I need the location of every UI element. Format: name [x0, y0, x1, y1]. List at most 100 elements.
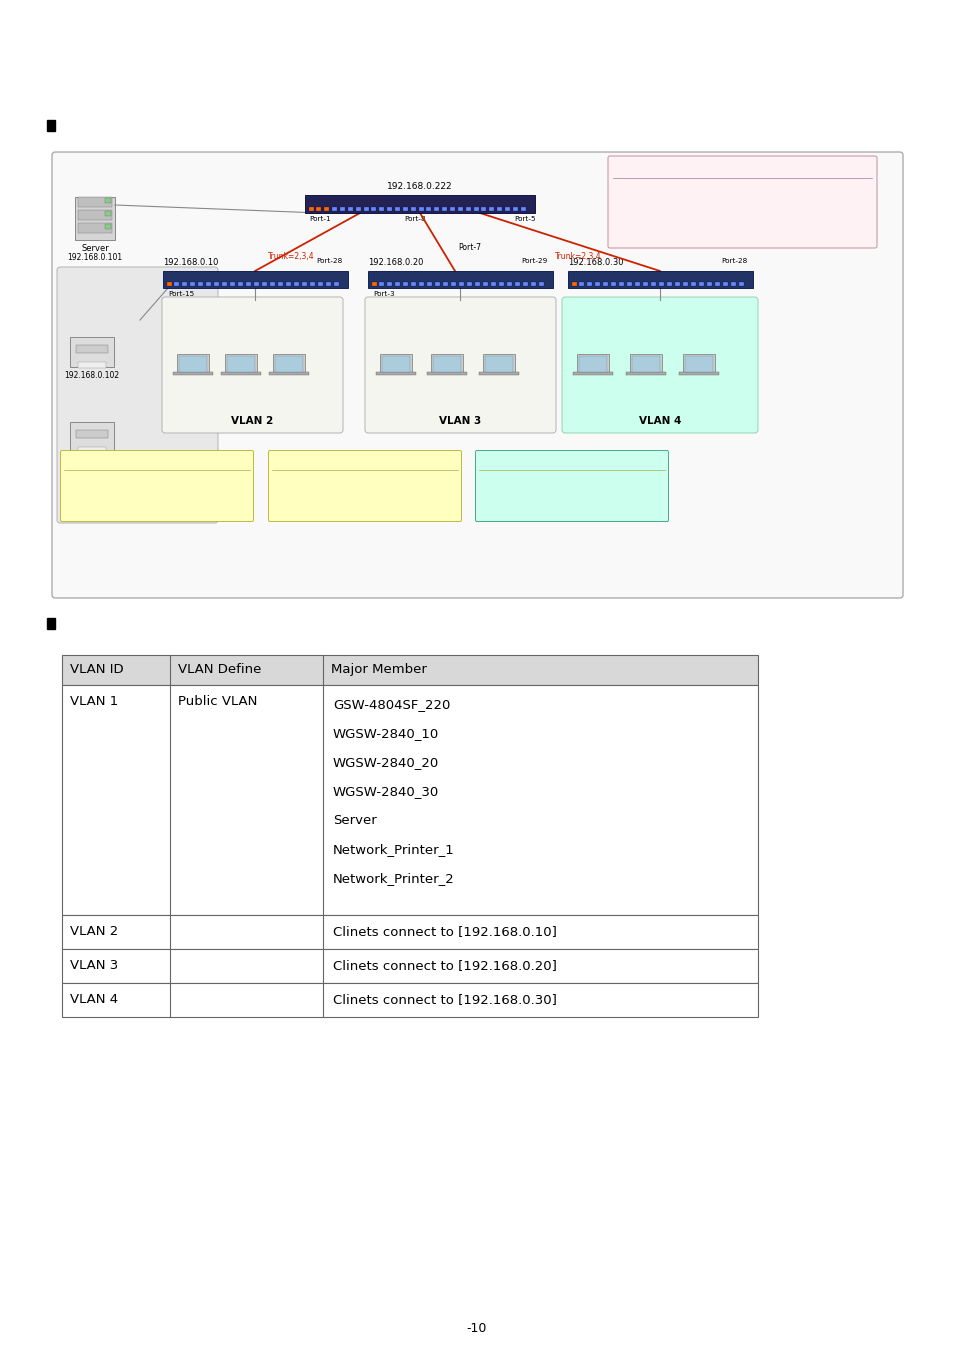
Text: Port1  Always Untag  1  Untag=1,2,3,4  NetworkPrinter: Port1 Always Untag 1 Untag=1,2,3,4 Netwo…: [614, 180, 785, 185]
Bar: [572, 282, 577, 286]
Bar: [714, 282, 720, 286]
Text: Port28 Trunk         1  Tag=1,2,3,4    Core-2840: Port28 Trunk 1 Tag=1,2,3,4 Core-2840: [65, 508, 185, 513]
Bar: [504, 207, 510, 211]
Bar: [679, 373, 719, 375]
Text: VLAN 1: VLAN 1: [68, 500, 111, 510]
Bar: [62, 915, 758, 949]
Bar: [269, 373, 309, 375]
Text: Public VLAN: Public VLAN: [178, 695, 257, 707]
Bar: [355, 207, 360, 211]
Bar: [513, 207, 517, 211]
Text: 192.168.0.10: 192.168.0.10: [163, 258, 218, 267]
Text: Port-7: Port-7: [457, 243, 480, 252]
Bar: [631, 356, 659, 373]
Bar: [381, 356, 410, 373]
Bar: [105, 198, 111, 202]
Bar: [70, 338, 113, 367]
Bar: [375, 373, 416, 375]
Bar: [730, 282, 735, 286]
Bar: [332, 207, 336, 211]
Text: < 192.168.0.30 VLAN Configuration>: < 192.168.0.30 VLAN Configuration>: [479, 454, 604, 460]
Text: < 192.168.0.222 VLAN Configuration>: < 192.168.0.222 VLAN Configuration>: [614, 161, 754, 167]
Text: VLAN 1: VLAN 1: [70, 695, 118, 707]
Text: Server: Server: [333, 814, 376, 828]
Bar: [62, 983, 758, 1017]
Text: Port  Link Type   PVID  Egress        Link Partner: Port Link Type PVID Egress Link Partner: [65, 463, 192, 468]
Text: Port7  Trunk         1  Tag=1,2,3,4     2840_10: Port7 Trunk 1 Tag=1,2,3,4 2840_10: [614, 228, 751, 234]
Text: Port16 Always Untag  1  Untag=1,2,3,4  NetworkPrinter: Port16 Always Untag 1 Untag=1,2,3,4 Netw…: [65, 500, 212, 504]
Text: Server: Server: [81, 244, 109, 252]
Bar: [78, 211, 112, 220]
Bar: [650, 282, 656, 286]
Text: < 192.168.0.20 VLAN Configuration>: < 192.168.0.20 VLAN Configuration>: [273, 454, 397, 460]
Text: 192.168.0.103: 192.168.0.103: [64, 456, 119, 464]
Text: VLAN 4: VLAN 4: [639, 416, 680, 427]
Bar: [221, 373, 261, 375]
Bar: [302, 282, 307, 286]
Bar: [567, 271, 752, 288]
Text: Port2  Always Untag  4  Untag=1,4       PC: Port2 Always Untag 4 Untag=1,4 PC: [479, 481, 589, 486]
Bar: [78, 362, 106, 369]
Text: VLAN 2: VLAN 2: [232, 416, 274, 427]
Bar: [411, 282, 416, 286]
Bar: [47, 618, 55, 629]
Bar: [722, 282, 727, 286]
Text: Port28 Trunk         1  Tag=1,2,3,4    Core-2840: Port28 Trunk 1 Tag=1,2,3,4 Core-2840: [273, 500, 393, 504]
Text: Port5  Trunk         1  Tag=1,2,3,4     2840_30: Port5 Trunk 1 Tag=1,2,3,4 2840_30: [614, 196, 751, 201]
Bar: [626, 282, 631, 286]
Bar: [62, 655, 758, 684]
Bar: [739, 282, 743, 286]
Bar: [506, 282, 512, 286]
Bar: [274, 356, 303, 373]
Text: Port-5: Port-5: [514, 216, 536, 221]
Bar: [475, 282, 479, 286]
Bar: [237, 282, 243, 286]
Text: VLAN 2: VLAN 2: [70, 925, 118, 938]
Bar: [277, 282, 283, 286]
FancyBboxPatch shape: [607, 157, 876, 248]
Text: Port-28: Port-28: [721, 258, 747, 265]
Text: < 192.168.0.10 VLAN Configuration>: < 192.168.0.10 VLAN Configuration>: [65, 454, 190, 460]
Bar: [478, 373, 518, 375]
Bar: [387, 282, 392, 286]
Bar: [395, 282, 399, 286]
FancyBboxPatch shape: [52, 153, 902, 598]
Text: Port-8: Port-8: [404, 216, 425, 221]
FancyBboxPatch shape: [268, 451, 461, 521]
Bar: [294, 282, 298, 286]
Text: 192.168.0.101: 192.168.0.101: [68, 252, 122, 262]
Bar: [179, 356, 207, 373]
Bar: [172, 373, 213, 375]
Bar: [427, 282, 432, 286]
Text: Port-29: Port-29: [521, 258, 547, 265]
Text: Trunk=2,3,4: Trunk=2,3,4: [268, 252, 314, 261]
Bar: [684, 356, 712, 373]
Bar: [402, 207, 408, 211]
Text: VLAN ID: VLAN ID: [70, 663, 124, 676]
Text: Port1  Always Untag  3  Untag=1,3       PC: Port1 Always Untag 3 Untag=1,3 PC: [273, 472, 382, 477]
FancyBboxPatch shape: [57, 267, 218, 522]
Bar: [418, 282, 423, 286]
FancyBboxPatch shape: [162, 297, 343, 433]
Bar: [317, 282, 323, 286]
Bar: [474, 207, 478, 211]
Bar: [76, 431, 108, 437]
Bar: [379, 354, 412, 374]
Bar: [625, 373, 665, 375]
Text: 192.168.0.222: 192.168.0.222: [387, 182, 453, 190]
Bar: [227, 356, 254, 373]
Bar: [225, 354, 256, 374]
Text: Port1  Always Untag  4  Untag=1,4       PC: Port1 Always Untag 4 Untag=1,4 PC: [479, 472, 589, 477]
Bar: [484, 356, 513, 373]
Bar: [482, 354, 515, 374]
Bar: [182, 282, 187, 286]
Bar: [163, 271, 348, 288]
Bar: [602, 282, 607, 286]
Bar: [378, 282, 384, 286]
Text: Port3  Always Untag  2  Untag=1,2       PC: Port3 Always Untag 2 Untag=1,2 PC: [65, 490, 174, 495]
Bar: [190, 282, 194, 286]
Bar: [690, 282, 696, 286]
Bar: [435, 282, 439, 286]
Bar: [450, 207, 455, 211]
Bar: [105, 224, 111, 230]
